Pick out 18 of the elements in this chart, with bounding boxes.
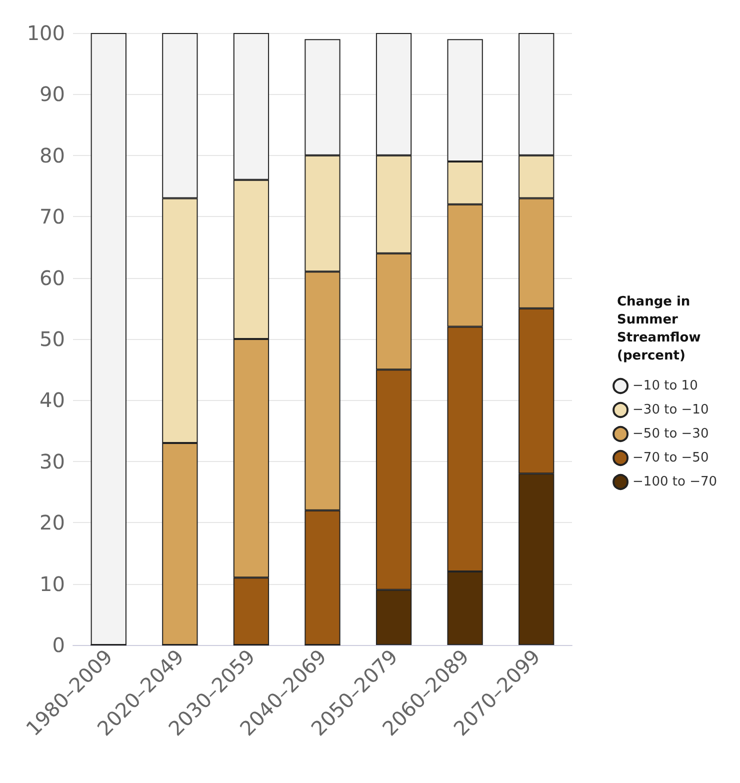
legend-label: −30 to −10 — [632, 402, 709, 418]
y-tick-label: 90 — [40, 82, 65, 106]
y-tick-label: 80 — [40, 143, 65, 168]
y-tick-label: 50 — [40, 327, 65, 351]
legend-label: −10 to 10 — [632, 378, 698, 394]
legend-label: −100 to −70 — [632, 474, 718, 490]
bar — [90, 33, 126, 645]
y-tick-label: 60 — [40, 266, 65, 290]
y-tick-label: 0 — [52, 633, 65, 657]
legend-label: −50 to −30 — [632, 426, 709, 442]
legend-title: Change in Summer Streamflow (percent) — [617, 294, 706, 364]
y-tick-label: 20 — [40, 510, 65, 535]
y-tick-label: 100 — [26, 21, 65, 45]
legend-label: −70 to −50 — [632, 450, 709, 466]
y-tick-label: 10 — [40, 572, 65, 596]
y-tick-label: 70 — [40, 204, 65, 229]
y-tick-label: 30 — [40, 449, 65, 474]
y-tick-label: 40 — [40, 388, 65, 412]
